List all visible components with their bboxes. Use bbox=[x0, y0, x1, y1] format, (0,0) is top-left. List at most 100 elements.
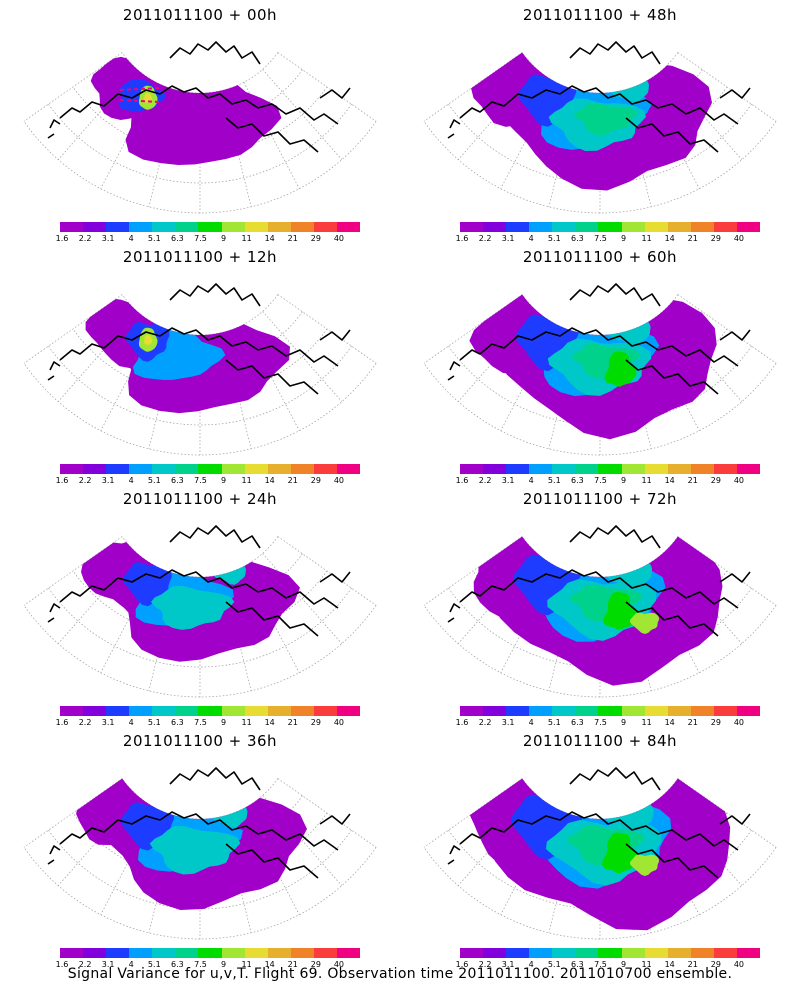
colorbar-tick-label: 1.6 bbox=[55, 476, 69, 485]
colorbar-swatch bbox=[267, 948, 291, 958]
colorbar-swatch bbox=[152, 222, 176, 232]
colorbar-tick-label: 21 bbox=[687, 960, 698, 969]
colorbar-swatch bbox=[106, 948, 130, 958]
colorbar-swatch bbox=[267, 464, 291, 474]
colorbar-tick-label: 2.2 bbox=[478, 234, 492, 243]
colorbar-tick-label: 14 bbox=[264, 718, 275, 727]
colorbar-tick-label: 29 bbox=[310, 718, 321, 727]
colorbar-tick-label: 5.1 bbox=[147, 476, 161, 485]
colorbar-tick-label: 1.6 bbox=[455, 960, 469, 969]
colorbar-tick-label: 6.3 bbox=[171, 960, 184, 969]
colorbar-swatch bbox=[336, 948, 361, 958]
colorbar-swatch bbox=[690, 222, 714, 232]
colorbar-tick-label: 7.5 bbox=[594, 476, 607, 485]
colorbar-tick-label: 40 bbox=[733, 960, 745, 969]
colorbar-tick-label: 11 bbox=[241, 234, 252, 243]
colorbar-tick-label: 6.3 bbox=[171, 234, 184, 243]
colorbar-swatch bbox=[575, 948, 599, 958]
colorbar-tick-label: 9 bbox=[220, 718, 227, 727]
colorbar-tick-label: 11 bbox=[641, 234, 652, 243]
colorbar bbox=[60, 464, 361, 474]
colorbar-tick-label: 40 bbox=[333, 234, 345, 243]
colorbar-tick-label: 21 bbox=[687, 718, 698, 727]
colorbar-swatch bbox=[290, 222, 314, 232]
colorbar-tick-label: 14 bbox=[664, 960, 675, 969]
colorbar-tick-label: 2.2 bbox=[78, 718, 92, 727]
colorbar-tick-label: 7.5 bbox=[194, 234, 207, 243]
colorbar-tick-label: 1.6 bbox=[55, 718, 69, 727]
colorbar-tick-label: 9 bbox=[220, 234, 227, 243]
colorbar-tick-label: 1.6 bbox=[55, 234, 69, 243]
colorbar-swatch bbox=[198, 222, 222, 232]
colorbar-tick-label: 29 bbox=[310, 234, 321, 243]
polar-map bbox=[423, 767, 777, 940]
colorbar-tick-label: 14 bbox=[664, 234, 675, 243]
map-panel: 2011011100 + 60h 1.6 2.2 3.1 4 5.1 6.3 7.5 9 11 14… bbox=[400, 242, 800, 485]
colorbar-tick-label: 3.1 bbox=[501, 476, 515, 485]
colorbar-swatch bbox=[575, 222, 599, 232]
colorbar-tick-label: 14 bbox=[664, 476, 675, 485]
colorbar-swatch bbox=[221, 222, 245, 232]
colorbar-swatch bbox=[644, 706, 668, 716]
colorbar-ticks: 1.6 2.2 3.1 4 5.1 6.3 7.5 9 11 14 21 29 40 bbox=[456, 960, 760, 970]
map-panel: 2011011100 + 72h 1.6 2.2 3.1 4 5.1 6.3 7.5 9 11 14… bbox=[400, 484, 800, 727]
colorbar-tick-label: 7.5 bbox=[194, 960, 207, 969]
colorbar-tick-label: 40 bbox=[733, 234, 745, 243]
colorbar-swatch bbox=[267, 222, 291, 232]
colorbar-swatch bbox=[575, 464, 599, 474]
colorbar-tick-label: 29 bbox=[710, 476, 721, 485]
colorbar-swatch bbox=[129, 464, 153, 474]
colorbar-tick-label: 40 bbox=[333, 718, 345, 727]
panel-title: 2011011100 + 12h bbox=[122, 248, 278, 266]
colorbar-swatch bbox=[644, 222, 668, 232]
map-panel: 2011011100 + 00h 1.6 2.2 3.1 4 5.1 6.3 7.5 9 11 14… bbox=[0, 0, 400, 244]
colorbar-swatch bbox=[129, 948, 153, 958]
colorbar-swatch bbox=[667, 706, 691, 716]
colorbar-swatch bbox=[198, 948, 222, 958]
colorbar-tick-label: 11 bbox=[241, 476, 252, 485]
panel-title: 2011011100 + 24h bbox=[122, 490, 278, 508]
colorbar-swatch bbox=[336, 706, 361, 716]
colorbar-tick-label: 11 bbox=[641, 960, 652, 969]
colorbar-swatch bbox=[621, 222, 645, 232]
colorbar-swatch bbox=[483, 464, 507, 474]
colorbar-tick-label: 40 bbox=[733, 718, 745, 727]
colorbar-tick-label: 3.1 bbox=[501, 234, 515, 243]
colorbar-tick-label: 2.2 bbox=[78, 960, 92, 969]
colorbar-swatch bbox=[690, 706, 714, 716]
colorbar-tick-label: 6.3 bbox=[171, 718, 184, 727]
colorbar-swatch bbox=[152, 464, 176, 474]
colorbar-tick-label: 3.1 bbox=[501, 960, 515, 969]
colorbar-swatch bbox=[667, 222, 691, 232]
colorbar-swatch bbox=[175, 706, 199, 716]
colorbar-tick-label: 6.3 bbox=[571, 234, 584, 243]
colorbar-swatch bbox=[244, 706, 268, 716]
colorbar-tick-label: 6.3 bbox=[571, 718, 584, 727]
colorbar-swatch bbox=[460, 464, 484, 474]
colorbar-tick-label: 40 bbox=[333, 476, 345, 485]
colorbar-swatch bbox=[644, 464, 668, 474]
colorbar-swatch bbox=[460, 222, 484, 232]
colorbar-tick-label: 7.5 bbox=[594, 960, 607, 969]
colorbar-swatch bbox=[290, 464, 314, 474]
colorbar-swatch bbox=[529, 222, 553, 232]
panel-title: 2011011100 + 72h bbox=[522, 490, 678, 508]
colorbar-tick-label: 14 bbox=[664, 718, 675, 727]
panel-title: 2011011100 + 36h bbox=[122, 732, 278, 750]
colorbar-tick-label: 5.1 bbox=[147, 234, 161, 243]
colorbar-ticks: 1.6 2.2 3.1 4 5.1 6.3 7.5 9 11 14 21 29 40 bbox=[56, 234, 360, 244]
colorbar-swatch bbox=[713, 706, 737, 716]
colorbar-tick-label: 40 bbox=[733, 476, 745, 485]
colorbar-swatch bbox=[736, 464, 761, 474]
colorbar-swatch bbox=[506, 706, 530, 716]
colorbar-swatch bbox=[60, 948, 84, 958]
variance-field bbox=[85, 294, 290, 414]
colorbar-tick-label: 14 bbox=[264, 234, 275, 243]
colorbar-tick-label: 6.3 bbox=[171, 476, 184, 485]
colorbar-swatch bbox=[313, 464, 337, 474]
colorbar-tick-label: 5.1 bbox=[547, 718, 561, 727]
colorbar-swatch bbox=[460, 948, 484, 958]
colorbar-tick-label: 4 bbox=[528, 476, 534, 485]
colorbar-tick-label: 3.1 bbox=[101, 234, 115, 243]
colorbar-swatch bbox=[175, 222, 199, 232]
